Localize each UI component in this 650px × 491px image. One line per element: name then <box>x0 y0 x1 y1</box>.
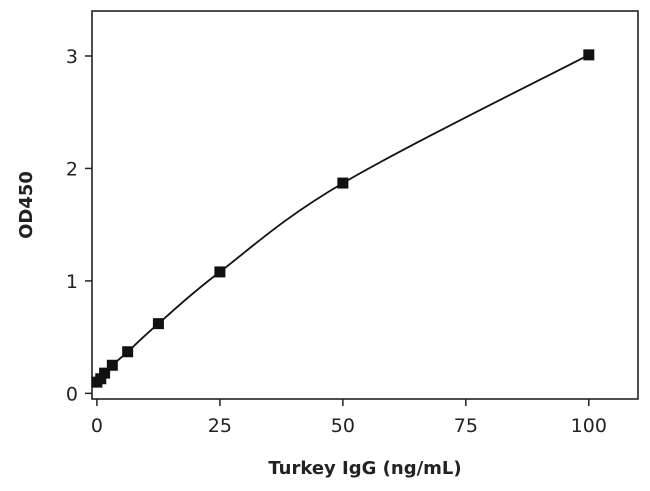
y-axis-title: OD450 <box>16 171 37 239</box>
plot-frame <box>91 10 639 400</box>
y-tick-label: 1 <box>66 271 78 293</box>
x-tick-label: 50 <box>331 415 355 437</box>
x-tick-label: 25 <box>208 415 232 437</box>
y-tick-label: 0 <box>66 383 78 405</box>
data-point-square <box>106 359 118 371</box>
data-points <box>91 49 595 388</box>
data-point-square <box>337 177 349 189</box>
data-point-square <box>122 346 134 358</box>
x-tick-label: 75 <box>454 415 478 437</box>
data-point-square <box>99 367 111 379</box>
data-point-square <box>152 318 164 330</box>
data-point-square <box>95 373 107 385</box>
x-tick-label: 0 <box>91 415 103 437</box>
y-tick-label: 2 <box>66 158 78 180</box>
data-point-square <box>214 266 226 278</box>
x-axis-title: Turkey IgG (ng/mL) <box>268 458 461 479</box>
data-point-square <box>583 49 595 61</box>
fit-curve <box>96 54 590 383</box>
y-axis-ticks: 0 1 2 3 <box>66 46 92 405</box>
x-axis-ticks: 0 25 50 75 100 <box>91 399 607 437</box>
y-tick-label: 3 <box>66 46 78 68</box>
x-tick-label: 100 <box>571 415 607 437</box>
